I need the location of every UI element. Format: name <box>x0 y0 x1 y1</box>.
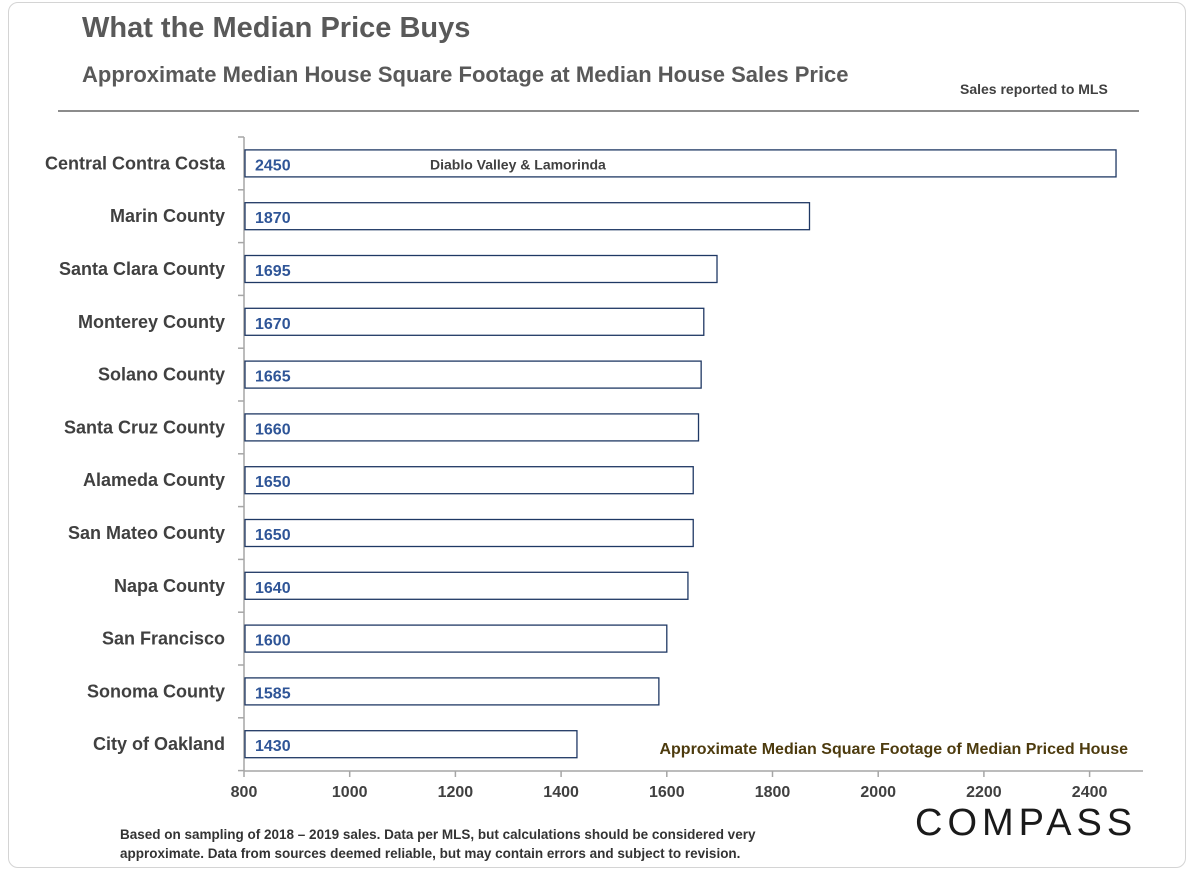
category-label: San Francisco <box>102 629 225 649</box>
category-label: Solano County <box>98 365 225 385</box>
category-label: City of Oakland <box>93 734 225 754</box>
x-tick-label: 2400 <box>1072 784 1108 801</box>
category-label: Santa Cruz County <box>64 417 225 437</box>
source-note: Sales reported to MLS <box>960 81 1108 97</box>
category-label: Sonoma County <box>87 681 225 701</box>
bar-value-label: 1870 <box>255 210 291 227</box>
bar-value-label: 1665 <box>255 369 291 386</box>
bar <box>244 518 694 548</box>
category-label: Monterey County <box>78 312 225 332</box>
bar <box>244 254 718 284</box>
footnote: Based on sampling of 2018 – 2019 sales. … <box>120 827 756 861</box>
bar-value-label: 1430 <box>255 738 291 755</box>
category-label: Marin County <box>110 206 225 226</box>
x-tick-label: 1600 <box>649 784 685 801</box>
bar-value-label: 1695 <box>255 263 291 280</box>
bar-value-label: 1650 <box>255 474 291 491</box>
bar <box>244 202 811 231</box>
chart-frame <box>8 2 1186 868</box>
header-divider <box>58 110 1139 112</box>
bar <box>244 571 689 600</box>
x-tick-label: 2200 <box>966 784 1002 801</box>
bar-value-label: 1670 <box>255 316 291 333</box>
x-tick-label: 1800 <box>755 784 791 801</box>
bar-value-label: 1640 <box>255 580 291 597</box>
x-tick-label: 1000 <box>332 784 368 801</box>
series-label: Approximate Median Square Footage of Med… <box>659 741 1128 758</box>
bar-value-label: 1650 <box>255 527 291 544</box>
bar <box>244 677 660 706</box>
bar <box>244 466 694 495</box>
bar <box>244 730 578 759</box>
compass-logo: COMPASS <box>915 802 1138 844</box>
bar <box>244 149 1117 178</box>
category-label: San Mateo County <box>68 523 225 543</box>
chart-title: What the Median Price Buys <box>82 12 471 44</box>
category-label: Central Contra Costa <box>45 153 226 173</box>
category-label: Santa Clara County <box>59 259 225 279</box>
bar-annotation: Diablo Valley & Lamorinda <box>430 156 606 172</box>
bar-value-label: 2450 <box>255 157 291 174</box>
category-label: Alameda County <box>83 470 225 490</box>
bar-value-label: 1600 <box>255 633 291 650</box>
bar-value-label: 1585 <box>255 685 291 702</box>
category-label: Napa County <box>114 576 225 596</box>
x-tick-label: 800 <box>231 784 258 801</box>
bar <box>244 360 702 389</box>
bar <box>244 624 668 653</box>
bar <box>244 307 705 336</box>
bar-value-label: 1660 <box>255 421 291 438</box>
x-tick-label: 1200 <box>438 784 474 801</box>
x-tick-label: 2000 <box>860 784 896 801</box>
bar <box>244 413 700 442</box>
chart-subtitle: Approximate Median House Square Footage … <box>82 62 849 87</box>
x-tick-label: 1400 <box>543 784 579 801</box>
